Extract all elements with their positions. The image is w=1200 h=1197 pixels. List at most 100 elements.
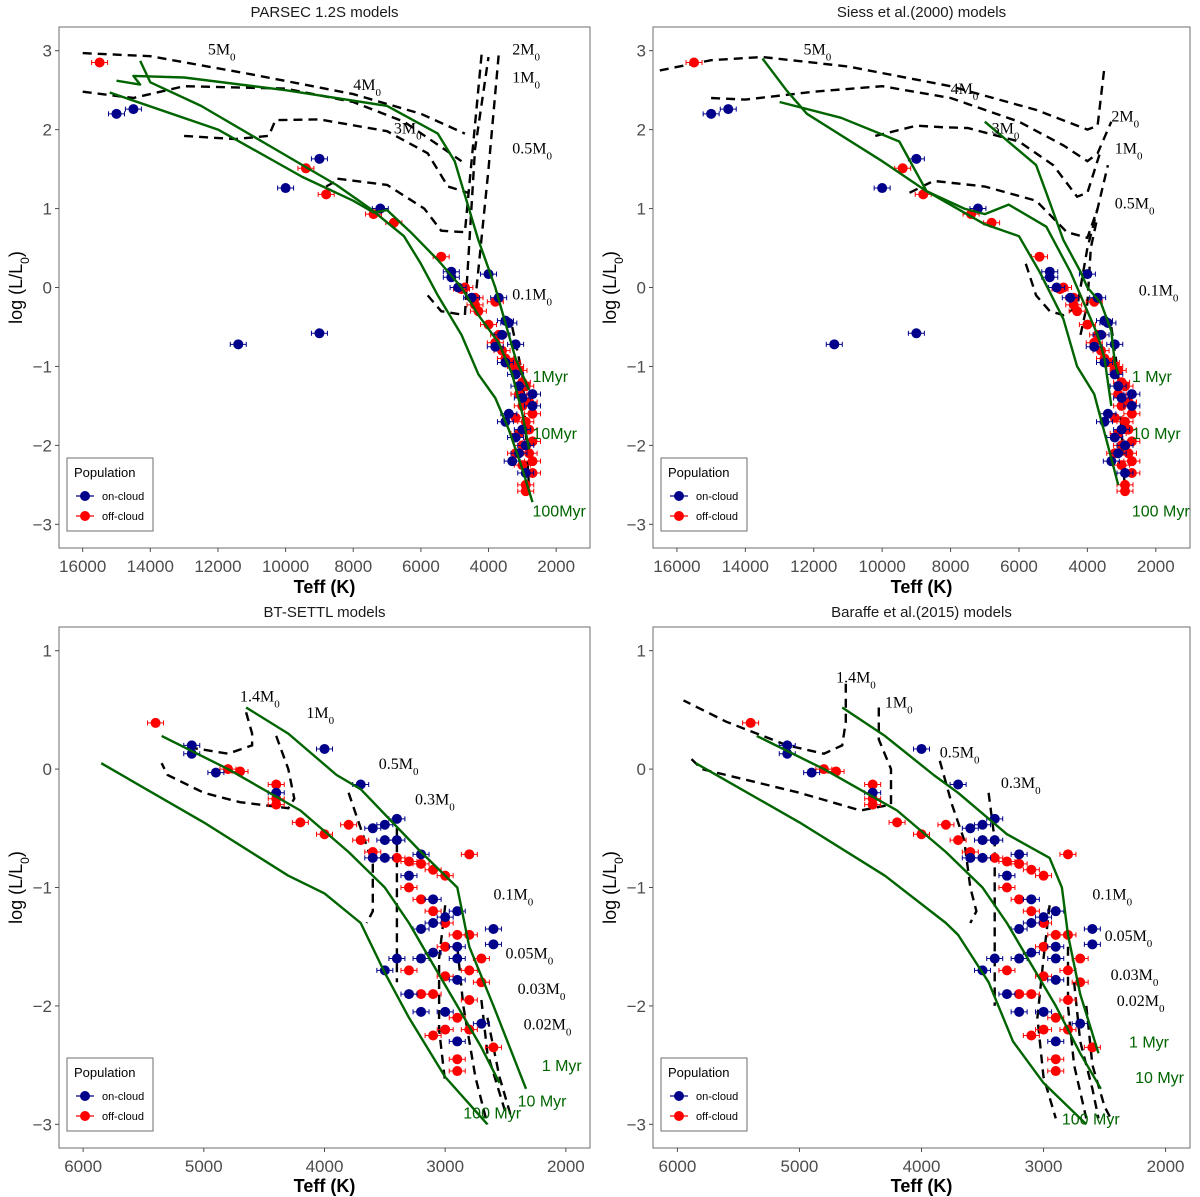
age-label: 1Myr xyxy=(533,369,569,386)
data-point-off-cloud xyxy=(460,849,478,860)
age-label: 100 Myr xyxy=(463,1105,521,1122)
legend-key-marker xyxy=(674,491,684,501)
data-point-on-cloud xyxy=(1113,424,1131,435)
data-point-off-cloud xyxy=(998,882,1016,893)
isochrone-1Myr xyxy=(984,120,1120,375)
mass-track-0.5M0 xyxy=(938,760,978,924)
y-tick-label: −1 xyxy=(627,879,646,898)
y-tick-label: −3 xyxy=(33,515,52,534)
data-point-off-cloud xyxy=(400,882,418,893)
data-point-on-cloud xyxy=(448,974,466,985)
data-point-on-cloud xyxy=(448,1036,466,1047)
panel-4: Baraffe et al.(2015) models 6000 5000 4000 3… xyxy=(600,604,1191,1196)
data-point-off-cloud xyxy=(1059,849,1077,860)
data-point-off-cloud xyxy=(1123,408,1141,419)
mass-track-3M0 xyxy=(875,124,1103,199)
legend-label: on-cloud xyxy=(102,1091,144,1103)
y-tick-label: 1 xyxy=(637,642,646,661)
mass-label: 0.3M0 xyxy=(415,792,455,814)
data-point-on-cloud xyxy=(873,183,891,194)
y-tick-label: 0 xyxy=(43,279,52,298)
data-point-on-cloud xyxy=(949,779,967,790)
mass-track-1M0 xyxy=(426,56,490,317)
data-point-on-cloud xyxy=(400,870,418,881)
data-point-on-cloud xyxy=(1109,381,1127,392)
x-tick-label: 6000 xyxy=(402,557,440,576)
x-tick-label: 4000 xyxy=(306,1157,344,1176)
x-tick-label: 6000 xyxy=(658,1157,696,1176)
mass-label: 1M0 xyxy=(1115,140,1143,162)
data-point-off-cloud xyxy=(424,906,442,917)
data-point-off-cloud xyxy=(460,965,478,976)
x-tick-label: 4000 xyxy=(1068,557,1106,576)
data-point-on-cloud xyxy=(778,740,796,751)
data-point-on-cloud xyxy=(484,923,502,934)
x-axis-title: Teff (K) xyxy=(294,1176,356,1196)
legend-key-marker xyxy=(80,491,90,501)
legend-label: on-cloud xyxy=(102,491,144,503)
y-axis-title: log (L/L0) xyxy=(600,851,626,924)
mass-track-0.3M0 xyxy=(987,792,996,1006)
x-tick-label: 6000 xyxy=(1000,557,1038,576)
data-point-off-cloud xyxy=(1035,1024,1053,1035)
legend-label: off-cloud xyxy=(102,1111,144,1123)
mass-label: 0.1M0 xyxy=(512,286,552,308)
data-point-off-cloud xyxy=(448,1066,466,1077)
x-axis-title: Teff (K) xyxy=(294,577,356,597)
data-point-off-cloud xyxy=(448,1012,466,1023)
y-tick-label: 2 xyxy=(43,121,52,140)
mass-track-0.1M0 xyxy=(437,905,447,1084)
data-point-off-cloud xyxy=(937,819,955,830)
data-point-on-cloud xyxy=(1078,269,1096,280)
age-label: 1 Myr xyxy=(1129,1034,1170,1051)
isochrone-10Myr xyxy=(109,91,531,450)
mass-label: 0.05M0 xyxy=(1105,928,1153,950)
data-point-on-cloud xyxy=(1047,953,1065,964)
x-tick-label: 8000 xyxy=(334,557,372,576)
x-tick-label: 12000 xyxy=(790,557,837,576)
data-point-on-cloud xyxy=(436,912,454,923)
data-point-off-cloud xyxy=(1022,906,1040,917)
legend-key-marker xyxy=(80,1111,90,1121)
data-point-off-cloud xyxy=(742,717,760,728)
legend-item-off-cloud: off-cloud xyxy=(670,1111,738,1123)
mass-label: 5M0 xyxy=(208,42,236,64)
panel-title: PARSEC 1.2S models xyxy=(250,4,398,21)
legend: Population on-cloud off-cloud xyxy=(660,1057,748,1132)
mass-label: 0.1M0 xyxy=(493,886,533,908)
data-point-off-cloud xyxy=(469,306,487,317)
data-point-on-cloud xyxy=(424,947,442,958)
data-point-on-cloud xyxy=(1010,849,1028,860)
x-tick-label: 10000 xyxy=(262,557,309,576)
legend-label: off-cloud xyxy=(102,511,144,523)
legend: Population on-cloud off-cloud xyxy=(66,1057,154,1132)
x-tick-label: 3000 xyxy=(426,1157,464,1176)
data-point-on-cloud xyxy=(448,941,466,952)
legend-item-on-cloud: on-cloud xyxy=(670,491,738,503)
mass-label: 1M0 xyxy=(512,69,540,91)
x-tick-label: 4000 xyxy=(903,1157,941,1176)
data-point-on-cloud xyxy=(1083,923,1101,934)
legend-label: on-cloud xyxy=(696,491,738,503)
data-point-off-cloud xyxy=(685,57,703,68)
data-point-on-cloud xyxy=(1047,974,1065,985)
mass-track-0.03M0 xyxy=(480,999,507,1113)
y-tick-label: 3 xyxy=(43,42,52,61)
y-tick-label: −1 xyxy=(627,357,646,376)
mass-label: 5M0 xyxy=(803,42,831,64)
mass-label: 0.02M0 xyxy=(1117,993,1165,1015)
y-tick-label: −2 xyxy=(627,997,646,1016)
data-point-on-cloud xyxy=(719,104,737,115)
isochrone-10Myr xyxy=(756,734,1102,1090)
x-tick-label: 4000 xyxy=(470,557,508,576)
data-point-on-cloud xyxy=(388,835,406,846)
data-point-on-cloud xyxy=(229,339,247,350)
data-point-off-cloud xyxy=(1047,1054,1065,1065)
data-point-on-cloud xyxy=(364,852,382,863)
data-point-on-cloud xyxy=(1116,440,1134,451)
y-tick-label: 2 xyxy=(637,121,646,140)
data-point-on-cloud xyxy=(1061,292,1079,303)
data-point-off-cloud xyxy=(291,817,309,828)
mass-label: 0.03M0 xyxy=(1111,967,1159,989)
mass-track-0.5M0 xyxy=(473,54,500,304)
